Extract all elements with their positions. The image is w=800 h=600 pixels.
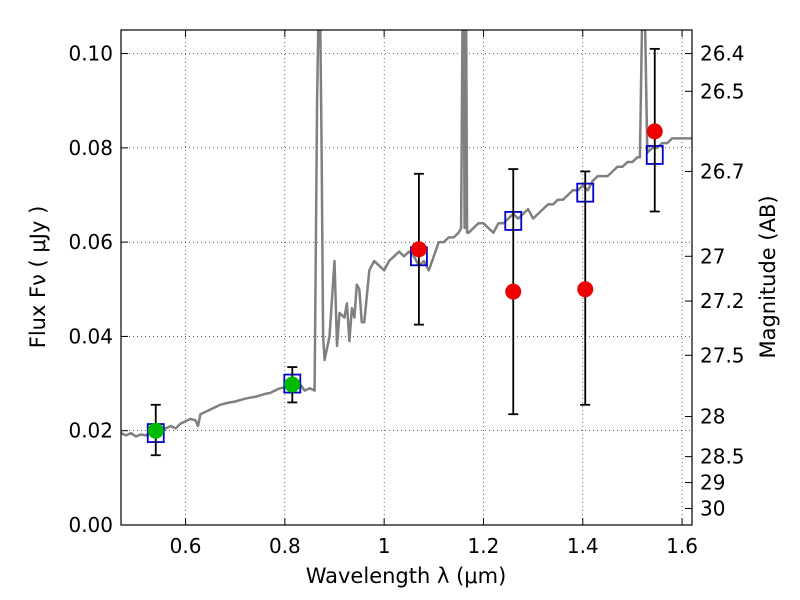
y-tick-label: 0.02 xyxy=(68,419,113,443)
x-tick-label: 1.4 xyxy=(567,534,599,558)
y-axis-label: Flux Fν ( μJy ) xyxy=(26,206,50,349)
y-tick-label: 0.08 xyxy=(68,136,113,160)
axis-ticks: 0.6 0.8 1 1.2 1.4 1.6 0.00 0.02 0.04 0.06 0.08 0.10… xyxy=(68,30,745,558)
y-tick-label: 0.10 xyxy=(68,42,113,66)
right-tick-label: 26.7 xyxy=(700,159,745,183)
plot-frame xyxy=(120,29,693,526)
plot-background xyxy=(121,30,692,525)
observed-point xyxy=(646,123,663,140)
x-tick-label: 0.8 xyxy=(269,534,301,558)
observed-point xyxy=(410,241,427,258)
observed-point xyxy=(284,376,301,393)
right-tick-label: 29 xyxy=(700,471,725,495)
right-tick-label: 28 xyxy=(700,405,725,429)
right-tick-label: 27 xyxy=(700,244,725,268)
y-tick-label: 0.00 xyxy=(68,513,113,537)
x-tick-label: 0.6 xyxy=(170,534,202,558)
right-tick-label: 27.5 xyxy=(700,343,745,367)
observed-point xyxy=(577,281,594,298)
y-axis-right-label: Magnitude (AB) xyxy=(756,195,780,358)
grid-lines xyxy=(121,30,692,526)
observed-point xyxy=(505,283,522,300)
x-tick-label: 1.2 xyxy=(468,534,500,558)
y-tick-label: 0.06 xyxy=(68,230,113,254)
y-tick-label: 0.04 xyxy=(68,324,113,348)
right-tick-label: 26.4 xyxy=(700,42,745,66)
observed-point xyxy=(147,422,164,439)
right-tick-label: 30 xyxy=(700,497,725,521)
x-tick-label: 1 xyxy=(378,534,391,558)
right-tick-label: 27.2 xyxy=(700,289,745,313)
series-layer xyxy=(121,30,692,457)
right-tick-label: 26.5 xyxy=(700,79,745,103)
right-tick-label: 28.5 xyxy=(700,445,745,469)
x-axis-label: Wavelength λ (μm) xyxy=(306,564,507,588)
x-tick-label: 1.6 xyxy=(666,534,698,558)
